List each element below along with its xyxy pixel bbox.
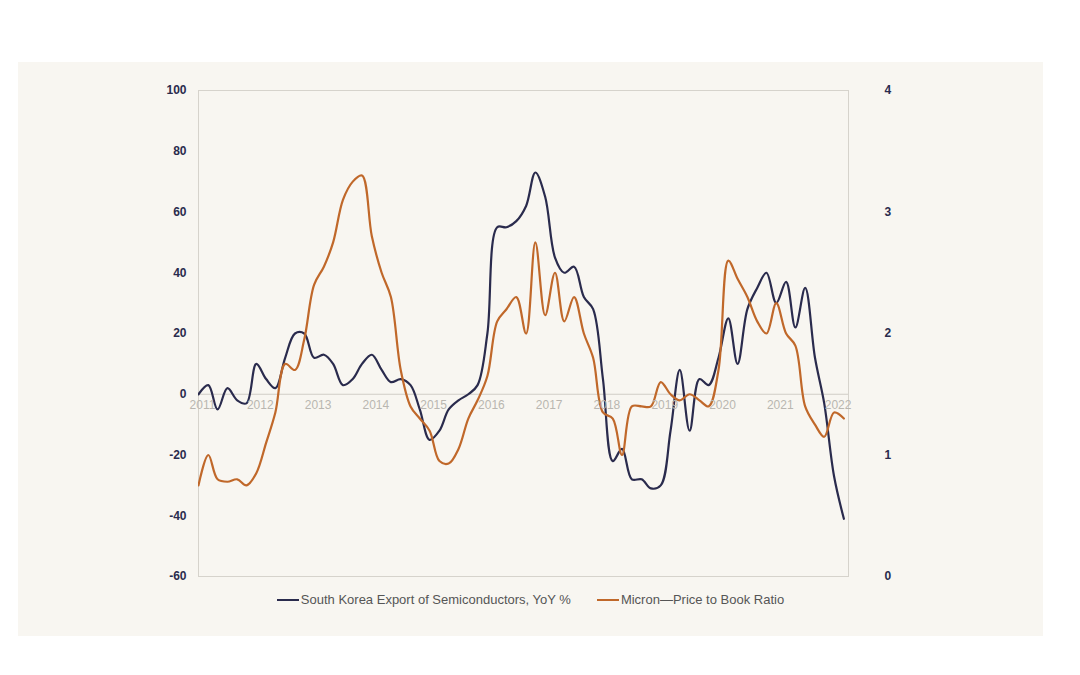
svg-text:2: 2	[885, 326, 892, 340]
svg-text:2022: 2022	[825, 398, 852, 412]
svg-text:2021: 2021	[767, 398, 794, 412]
svg-text:0: 0	[885, 569, 892, 583]
svg-text:100: 100	[166, 83, 186, 97]
svg-text:4: 4	[885, 83, 892, 97]
svg-text:-20: -20	[169, 448, 187, 462]
svg-text:2016: 2016	[478, 398, 505, 412]
svg-text:40: 40	[173, 266, 187, 280]
svg-text:2011: 2011	[190, 398, 216, 412]
svg-text:20: 20	[173, 326, 187, 340]
svg-text:-60: -60	[169, 569, 187, 583]
svg-text:60: 60	[173, 205, 187, 219]
svg-text:1: 1	[885, 448, 892, 462]
svg-text:2019: 2019	[651, 398, 678, 412]
svg-text:3: 3	[885, 205, 892, 219]
svg-text:2018: 2018	[594, 398, 621, 412]
svg-text:0: 0	[180, 387, 187, 401]
html-text:Micron—Price to Book Ratio: Micron—Price to Book Ratio	[620, 592, 785, 607]
svg-text:2015: 2015	[420, 398, 447, 412]
svg-text:80: 80	[173, 144, 187, 158]
html-text:South Korea Export of Semicond: South Korea Export of Semiconductors, Yo…	[300, 592, 571, 607]
svg-text:2020: 2020	[709, 398, 736, 412]
svg-text:2013: 2013	[305, 398, 332, 412]
svg-text:2017: 2017	[536, 398, 563, 412]
svg-text:2014: 2014	[362, 398, 389, 412]
svg-text:2012: 2012	[247, 398, 274, 412]
svg-text:-40: -40	[169, 509, 187, 523]
